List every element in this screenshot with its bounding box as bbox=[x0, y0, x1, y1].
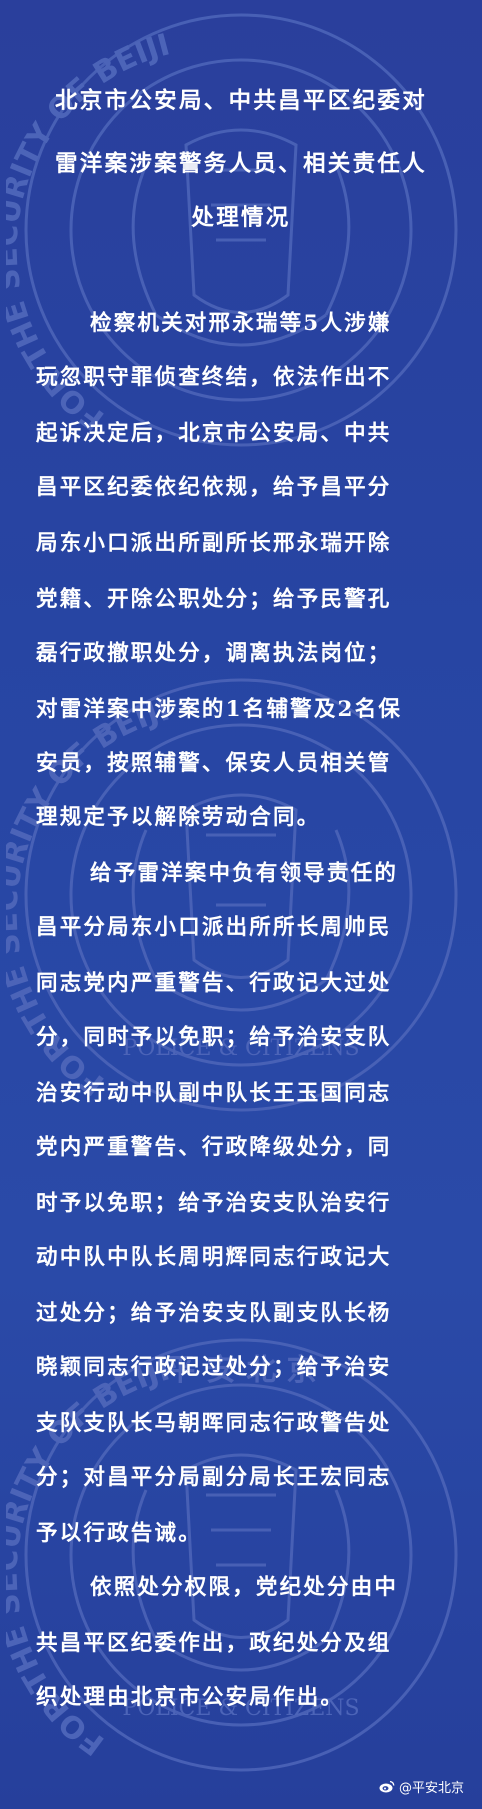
paragraph-line: 共昌平区纪委作出，政纪处分及组 bbox=[36, 1631, 392, 1656]
paragraph-line: 依照处分权限，党纪处分由中 bbox=[90, 1575, 399, 1600]
paragraph-line: 动中队中队长周明辉同志行政记大 bbox=[36, 1245, 392, 1270]
paragraph-line: 局东小口派出所副所长邢永瑞开除 bbox=[36, 531, 392, 556]
paragraph-line: 分；对昌平分局副分局长王宏同志 bbox=[36, 1465, 392, 1490]
paragraph-line: 党内严重警告、行政降级处分，同 bbox=[36, 1135, 392, 1160]
paragraph-line: 织处理由北京市公安局作出。 bbox=[36, 1685, 345, 1710]
weibo-handle: @平安北京 bbox=[398, 1781, 464, 1796]
police-emblem-watermark-2: FOR THE SECURITY OF BEIJING POLICE & CIT… bbox=[0, 633, 476, 1130]
paragraph-line: 安员，按照辅警、保安人员相关管 bbox=[36, 751, 392, 776]
paragraph-line: 治安行动中队副中队长王玉国同志 bbox=[36, 1081, 392, 1106]
weibo-icon bbox=[379, 1780, 395, 1793]
paragraph-line: 起诉决定后，北京市公安局、中共 bbox=[36, 421, 392, 446]
police-emblem-watermark-3: 平 安 北 京 FOR THE SECURITY OF BEIJING POLI… bbox=[0, 1293, 476, 1790]
paragraph-line: 支队支队长马朝晖同志行政警告处 bbox=[36, 1411, 392, 1436]
paragraph-line: 对雷洋案中涉案的1名辅警及2名保 bbox=[36, 697, 403, 722]
paragraph-line: 磊行政撤职处分，调离执法岗位； bbox=[36, 641, 392, 666]
police-emblem-watermark: FOR THE SECURITY OF BEIJING bbox=[0, 0, 476, 465]
paragraph-line: 同志党内严重警告、行政记大过处 bbox=[36, 971, 392, 996]
paragraph-line: 检察机关对邢永瑞等5人涉嫌 bbox=[90, 311, 392, 336]
paragraph-line: 给予雷洋案中负有领导责任的 bbox=[90, 861, 399, 886]
paragraph-line: 昌平分局东小口派出所所长周帅民 bbox=[36, 915, 392, 940]
paragraph-line: 玩忽职守罪侦查终结，依法作出不 bbox=[36, 365, 392, 390]
paragraph-line: 予以行政告诫。 bbox=[36, 1521, 202, 1546]
paragraph-line: 理规定予以解除劳动合同。 bbox=[36, 805, 321, 830]
weibo-watermark: @平安北京 bbox=[379, 1777, 464, 1796]
paragraph-line: 昌平区纪委依纪依规，给予昌平分 bbox=[36, 475, 392, 500]
paragraph-line: 晓颖同志行政记过处分；给予治安 bbox=[36, 1355, 392, 1380]
paragraph-line: 过处分；给予治安支队副支队长杨 bbox=[36, 1301, 392, 1326]
title-line-1: 北京市公安局、中共昌平区纪委对 bbox=[54, 88, 427, 114]
paragraph-line: 分，同时予以免职；给予治安支队 bbox=[36, 1025, 392, 1050]
title-line-2: 雷洋案涉案警务人员、相关责任人 bbox=[54, 151, 427, 177]
title-line-3: 处理情况 bbox=[191, 205, 291, 231]
paragraph-line: 时予以免职；给予治安支队治安行 bbox=[36, 1191, 392, 1216]
paragraph-line: 党籍、开除公职处分；给予民警孔 bbox=[36, 587, 392, 612]
